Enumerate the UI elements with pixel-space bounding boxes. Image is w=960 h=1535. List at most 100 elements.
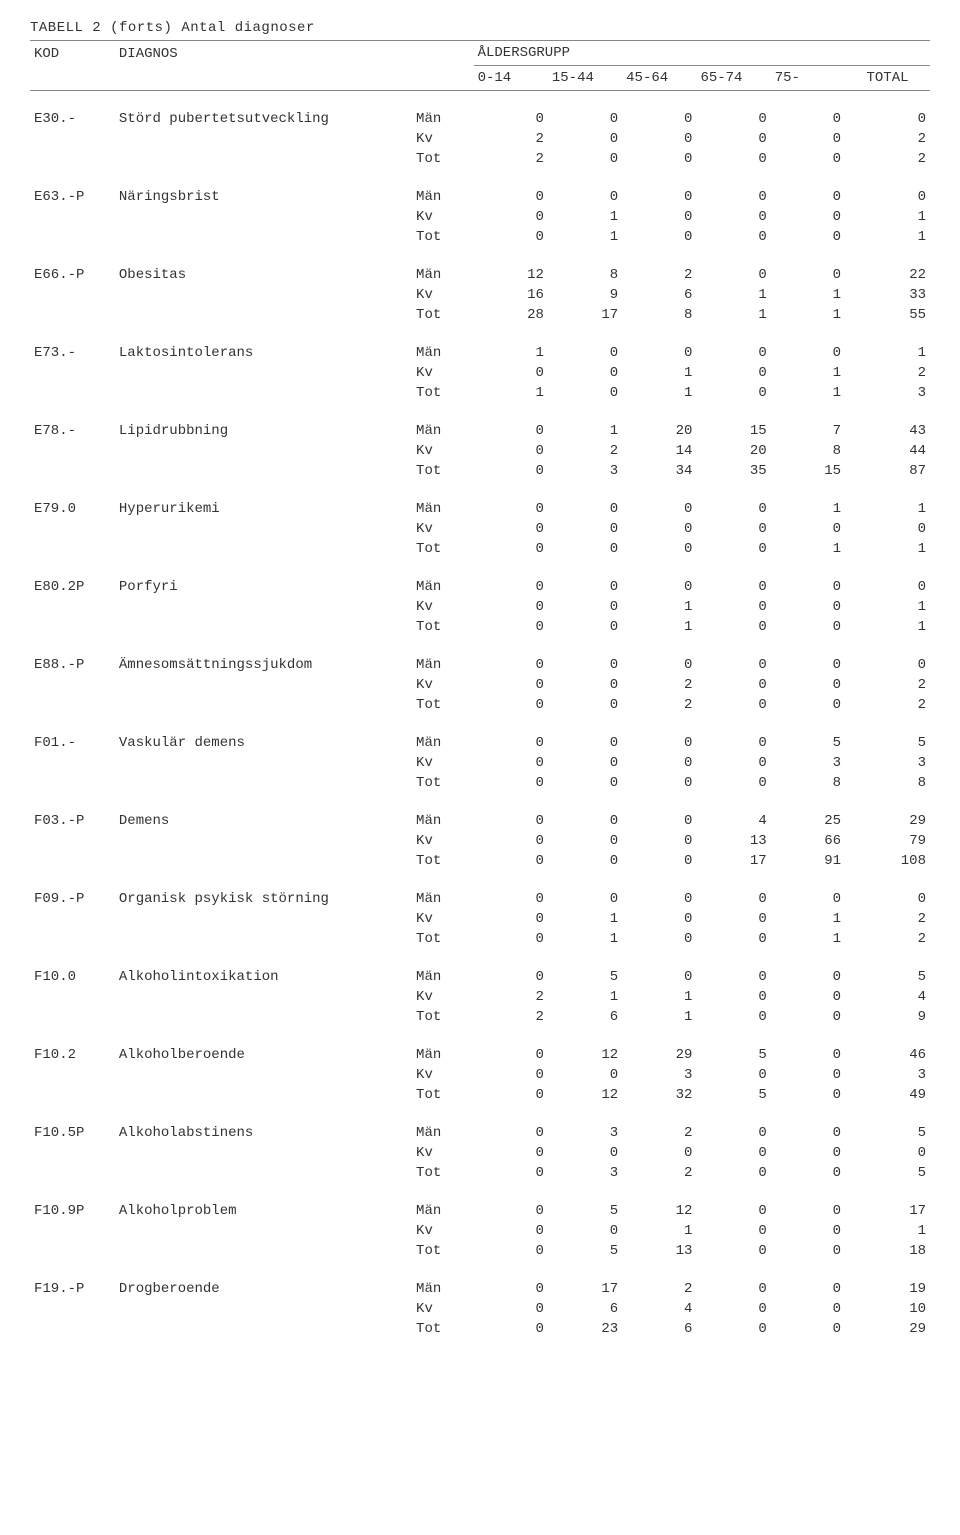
cell-value: 0 bbox=[548, 149, 622, 169]
cell-sex: Män bbox=[412, 421, 474, 441]
cell-value: 0 bbox=[771, 675, 845, 695]
cell-value: 0 bbox=[622, 753, 696, 773]
cell-value: 0 bbox=[696, 753, 770, 773]
cell-value: 6 bbox=[622, 1319, 696, 1339]
cell-value: 0 bbox=[474, 929, 548, 949]
cell-value: 17 bbox=[548, 1279, 622, 1299]
cell-total: 10 bbox=[845, 1299, 930, 1319]
cell-value: 0 bbox=[696, 265, 770, 285]
cell-sex: Kv bbox=[412, 597, 474, 617]
cell-value: 0 bbox=[696, 227, 770, 247]
cell-kod bbox=[30, 617, 115, 637]
cell-total: 3 bbox=[845, 383, 930, 403]
cell-value: 0 bbox=[548, 675, 622, 695]
cell-value: 0 bbox=[771, 343, 845, 363]
cell-sex: Kv bbox=[412, 675, 474, 695]
cell-diagnos bbox=[115, 831, 412, 851]
cell-value: 5 bbox=[696, 1045, 770, 1065]
cell-total: 1 bbox=[845, 499, 930, 519]
cell-total: 4 bbox=[845, 987, 930, 1007]
cell-value: 0 bbox=[474, 1123, 548, 1143]
cell-diagnos: Lipidrubbning bbox=[115, 421, 412, 441]
cell-kod bbox=[30, 519, 115, 539]
cell-value: 5 bbox=[696, 1085, 770, 1105]
cell-total: 49 bbox=[845, 1085, 930, 1105]
cell-diagnos bbox=[115, 285, 412, 305]
cell-sex: Kv bbox=[412, 987, 474, 1007]
cell-kod bbox=[30, 441, 115, 461]
cell-value: 0 bbox=[622, 149, 696, 169]
cell-total: 87 bbox=[845, 461, 930, 481]
cell-total: 0 bbox=[845, 519, 930, 539]
cell-value: 0 bbox=[548, 187, 622, 207]
cell-value: 0 bbox=[771, 1241, 845, 1261]
table-row: Kv000136679 bbox=[30, 831, 930, 851]
cell-value: 0 bbox=[622, 811, 696, 831]
cell-value: 0 bbox=[548, 889, 622, 909]
cell-diagnos: Hyperurikemi bbox=[115, 499, 412, 519]
cell-diagnos bbox=[115, 149, 412, 169]
cell-sex: Tot bbox=[412, 305, 474, 325]
cell-kod bbox=[30, 227, 115, 247]
cell-sex: Tot bbox=[412, 773, 474, 793]
cell-value: 0 bbox=[474, 1279, 548, 1299]
cell-total: 46 bbox=[845, 1045, 930, 1065]
cell-value: 0 bbox=[548, 773, 622, 793]
cell-value: 3 bbox=[622, 1065, 696, 1085]
cell-total: 43 bbox=[845, 421, 930, 441]
cell-kod bbox=[30, 363, 115, 383]
cell-value: 1 bbox=[771, 929, 845, 949]
cell-value: 1 bbox=[548, 227, 622, 247]
table-row: E88.-PÄmnesomsättningssjukdomMän000000 bbox=[30, 655, 930, 675]
cell-value: 1 bbox=[548, 909, 622, 929]
cell-value: 12 bbox=[548, 1085, 622, 1105]
cell-value: 0 bbox=[474, 773, 548, 793]
table-row: Tot0001791108 bbox=[30, 851, 930, 871]
cell-total: 0 bbox=[845, 109, 930, 129]
cell-sex: Kv bbox=[412, 519, 474, 539]
cell-sex: Män bbox=[412, 1123, 474, 1143]
cell-kod bbox=[30, 539, 115, 559]
cell-value: 0 bbox=[696, 1143, 770, 1163]
cell-value: 0 bbox=[548, 655, 622, 675]
cell-value: 0 bbox=[474, 889, 548, 909]
cell-kod bbox=[30, 675, 115, 695]
cell-total: 5 bbox=[845, 1163, 930, 1183]
cell-diagnos bbox=[115, 1299, 412, 1319]
cell-kod: E79.0 bbox=[30, 499, 115, 519]
cell-value: 0 bbox=[696, 597, 770, 617]
cell-diagnos bbox=[115, 1065, 412, 1085]
cell-value: 0 bbox=[771, 1163, 845, 1183]
col-header-15-44: 15-44 bbox=[548, 66, 622, 91]
cell-kod bbox=[30, 305, 115, 325]
cell-sex: Kv bbox=[412, 363, 474, 383]
cell-value: 0 bbox=[622, 831, 696, 851]
cell-value: 23 bbox=[548, 1319, 622, 1339]
cell-value: 9 bbox=[548, 285, 622, 305]
cell-value: 17 bbox=[696, 851, 770, 871]
cell-diagnos bbox=[115, 695, 412, 715]
cell-kod bbox=[30, 383, 115, 403]
cell-value: 0 bbox=[696, 617, 770, 637]
cell-value: 0 bbox=[771, 577, 845, 597]
cell-value: 0 bbox=[622, 967, 696, 987]
cell-value: 0 bbox=[696, 577, 770, 597]
cell-value: 1 bbox=[622, 383, 696, 403]
cell-total: 2 bbox=[845, 129, 930, 149]
cell-sex: Kv bbox=[412, 1065, 474, 1085]
cell-value: 0 bbox=[696, 909, 770, 929]
cell-value: 0 bbox=[771, 1143, 845, 1163]
cell-sex: Kv bbox=[412, 831, 474, 851]
cell-diagnos bbox=[115, 617, 412, 637]
cell-value: 0 bbox=[474, 1201, 548, 1221]
cell-value: 0 bbox=[474, 675, 548, 695]
cell-value: 0 bbox=[771, 987, 845, 1007]
cell-kod: E78.- bbox=[30, 421, 115, 441]
cell-sex: Kv bbox=[412, 753, 474, 773]
cell-diagnos bbox=[115, 753, 412, 773]
cell-diagnos bbox=[115, 519, 412, 539]
cell-kod bbox=[30, 1007, 115, 1027]
cell-value: 0 bbox=[622, 577, 696, 597]
cell-sex: Män bbox=[412, 1279, 474, 1299]
cell-total: 19 bbox=[845, 1279, 930, 1299]
